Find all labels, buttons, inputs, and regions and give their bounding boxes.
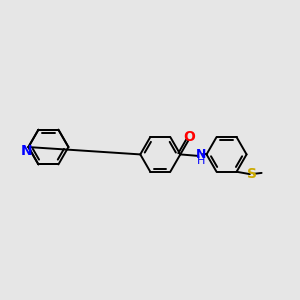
- Text: N: N: [21, 144, 33, 158]
- Text: O: O: [183, 130, 195, 144]
- Text: S: S: [247, 167, 256, 181]
- Text: H: H: [196, 156, 205, 166]
- Text: N: N: [196, 148, 206, 161]
